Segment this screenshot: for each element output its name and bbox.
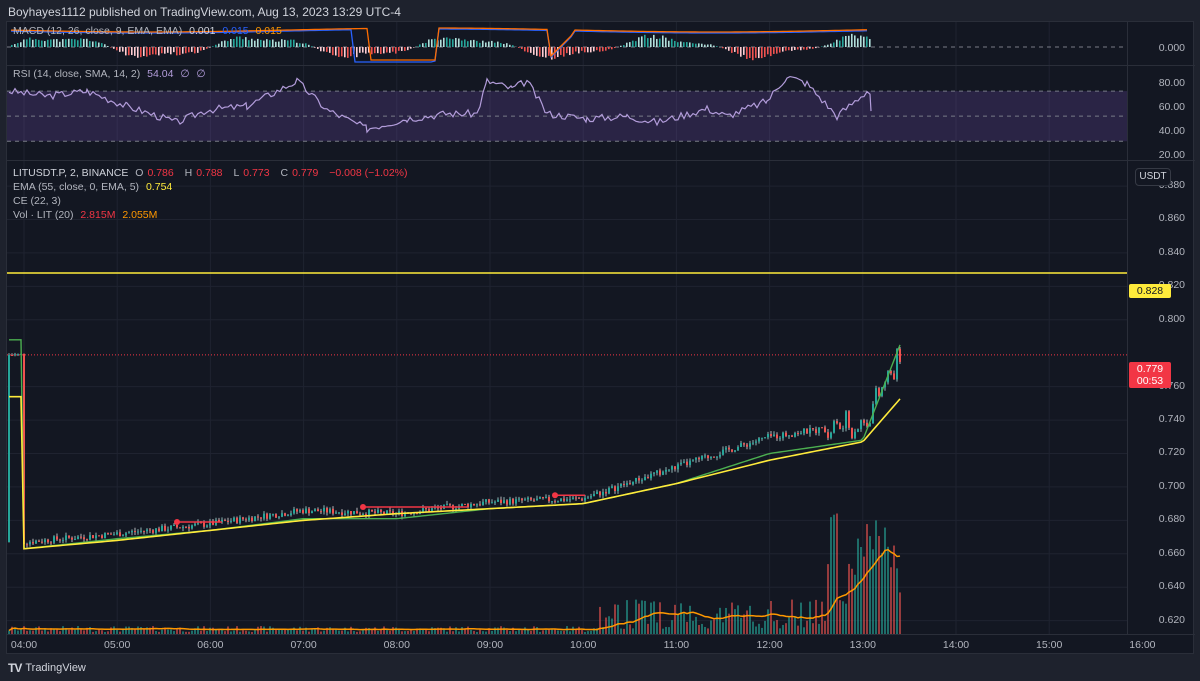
price-axis-label: 0.680	[1158, 513, 1185, 526]
rsi-axis-60: 60.00	[1158, 101, 1185, 113]
publisher-header: Boyhayes1112 published on TradingView.co…	[8, 5, 401, 19]
price-axis-label: 0.640	[1158, 580, 1185, 593]
pane-divider[interactable]	[7, 65, 1195, 66]
brand-name: TradingView	[25, 662, 86, 674]
price-pane[interactable]: LITUSDT.P, 2, BINANCE O 0.786 H 0.788 L 0.7…	[7, 161, 1127, 634]
macd-line-value: 0.015	[222, 25, 249, 37]
price-axis-label: 0.860	[1158, 212, 1185, 225]
rsi-pane[interactable]: RSI (14, close, SMA, 14, 2) 54.04 ∅ ∅	[7, 66, 1127, 160]
ema-value: 0.754	[145, 181, 173, 193]
ohlc-open: O 0.786	[135, 167, 174, 179]
price-axis[interactable]: 0.880 0.860 0.840 0.820 0.800 0.760 0.740 0.720…	[1127, 161, 1195, 634]
time-label: 10:00	[570, 639, 597, 651]
macd-label: MACD (12, 26, close, 9, EMA, EMA)	[13, 25, 183, 37]
time-label: 16:00	[1129, 639, 1156, 651]
last-price-value: 0.779	[1136, 363, 1164, 375]
rsi-axis-20: 20.00	[1158, 149, 1185, 161]
rsi-plot	[7, 66, 1127, 160]
ce-row: CE (22, 3)	[13, 194, 412, 208]
ohlc-low: L 0.773	[233, 167, 270, 179]
rsi-label: RSI (14, close, SMA, 14, 2)	[13, 68, 141, 80]
price-axis-label: 0.660	[1158, 546, 1185, 559]
price-change: −0.008 (−1.02%)	[329, 167, 408, 179]
rsi-legend: RSI (14, close, SMA, 14, 2) 54.04 ∅ ∅	[13, 67, 210, 81]
time-label: 15:00	[1036, 639, 1063, 651]
price-axis-label: 0.700	[1158, 479, 1185, 492]
symbol-row: LITUSDT.P, 2, BINANCE O 0.786 H 0.788 L 0.7…	[13, 166, 412, 180]
ce-label[interactable]: CE (22, 3)	[13, 195, 61, 207]
price-axis-label: 0.800	[1158, 312, 1185, 325]
last-price-tag: 0.779 00:53	[1129, 362, 1171, 388]
macd-price-axis[interactable]: 0.000	[1127, 22, 1195, 65]
macd-signal-value: 0.015	[255, 25, 282, 37]
price-axis-label: 0.740	[1158, 413, 1185, 426]
rsi-axis[interactable]: 80.00 60.00 40.00 20.00	[1127, 66, 1195, 161]
volume-label[interactable]: Vol · LIT (20)	[13, 209, 74, 221]
time-label: 06:00	[197, 639, 224, 651]
rsi-axis-80: 80.00	[1158, 77, 1185, 89]
volume-value: 2.815M	[80, 209, 116, 221]
price-axis-label: 0.720	[1158, 446, 1185, 459]
pane-divider[interactable]	[7, 160, 1195, 161]
macd-pane[interactable]: MACD (12, 26, close, 9, EMA, EMA) 0.001 …	[7, 22, 1127, 65]
time-axis-divider	[7, 634, 1195, 635]
rsi-axis-40: 40.00	[1158, 125, 1185, 137]
price-axis-label: 0.620	[1158, 613, 1185, 626]
price-axis-label: 0.840	[1158, 245, 1185, 258]
macd-plot	[7, 22, 1127, 65]
ohlc-close: C 0.779	[280, 167, 319, 179]
bar-countdown: 00:53	[1136, 375, 1164, 387]
price-legend: LITUSDT.P, 2, BINANCE O 0.786 H 0.788 L 0.7…	[13, 166, 412, 222]
horizontal-line-price-tag: 0.828	[1129, 284, 1171, 298]
macd-axis-zero: 0.000	[1158, 42, 1185, 54]
footer: TV TradingView	[8, 661, 86, 675]
time-label: 14:00	[942, 639, 970, 651]
ohlc-high: H 0.788	[184, 167, 223, 179]
ema-row: EMA (55, close, 0, EMA, 5) 0.754	[13, 180, 412, 194]
time-label: 04:00	[10, 639, 38, 651]
price-plot	[7, 161, 1127, 634]
rsi-value: 54.04	[147, 68, 174, 80]
symbol-label[interactable]: LITUSDT.P, 2, BINANCE	[13, 167, 129, 179]
volume-ma-value: 2.055M	[122, 209, 158, 221]
time-label: 09:00	[476, 639, 504, 651]
volume-row: Vol · LIT (20) 2.815M 2.055M	[13, 208, 412, 222]
macd-legend: MACD (12, 26, close, 9, EMA, EMA) 0.001 …	[13, 24, 286, 38]
macd-histogram-value: 0.001	[189, 25, 216, 37]
currency-button[interactable]: USDT	[1135, 168, 1171, 186]
time-label: 13:00	[849, 639, 876, 651]
time-label: 05:00	[104, 639, 131, 651]
time-label: 11:00	[663, 639, 690, 651]
time-label: 07:00	[290, 639, 317, 651]
rsi-extra-1: ∅	[180, 68, 190, 80]
time-label: 12:00	[756, 639, 783, 651]
tradingview-logo-icon: TV	[8, 661, 22, 675]
time-axis[interactable]: 04:00 05:00 06:00 07:00 08:00 09:00 10:00 11:00…	[7, 635, 1156, 655]
time-label: 08:00	[383, 639, 410, 651]
chart-area[interactable]: MACD (12, 26, close, 9, EMA, EMA) 0.001 …	[6, 21, 1195, 655]
rsi-extra-2: ∅	[196, 68, 206, 80]
ema-label[interactable]: EMA (55, close, 0, EMA, 5)	[13, 181, 140, 193]
